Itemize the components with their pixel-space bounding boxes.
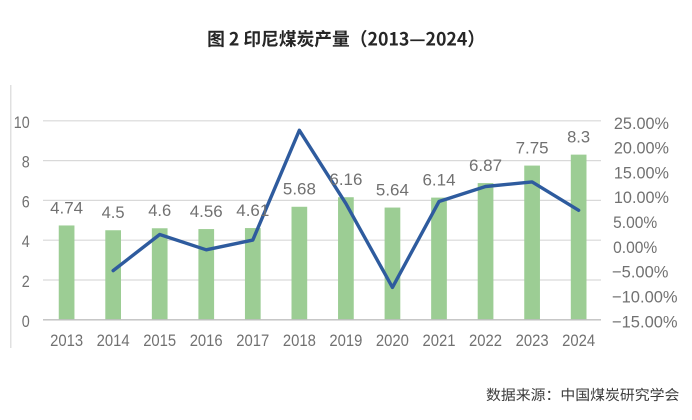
svg-text:2018: 2018: [283, 331, 316, 350]
svg-text:10.00%: 10.00%: [614, 188, 669, 207]
svg-text:2013: 2013: [50, 331, 83, 350]
svg-text:2016: 2016: [190, 331, 223, 350]
svg-text:2014: 2014: [97, 331, 130, 350]
svg-text:2023: 2023: [516, 331, 549, 350]
svg-text:6.14: 6.14: [423, 170, 456, 189]
svg-text:2021: 2021: [423, 331, 456, 350]
svg-text:8: 8: [22, 153, 30, 172]
svg-text:4.61: 4.61: [236, 201, 269, 220]
svg-text:−15.00%: −15.00%: [612, 312, 678, 331]
svg-text:−5.00%: −5.00%: [612, 263, 669, 282]
svg-text:4.74: 4.74: [50, 198, 83, 217]
svg-text:2017: 2017: [236, 331, 269, 350]
svg-text:25.00%: 25.00%: [614, 114, 669, 133]
svg-text:8.3: 8.3: [567, 127, 590, 146]
svg-text:5.00%: 5.00%: [613, 213, 657, 232]
svg-text:2015: 2015: [143, 331, 176, 350]
svg-text:0.00%: 0.00%: [613, 238, 657, 257]
svg-text:4: 4: [22, 232, 30, 251]
svg-text:2019: 2019: [329, 331, 362, 350]
svg-text:−10.00%: −10.00%: [612, 288, 678, 307]
svg-text:4.5: 4.5: [102, 203, 125, 222]
svg-text:20.00%: 20.00%: [614, 139, 669, 158]
svg-text:2024: 2024: [562, 331, 595, 350]
svg-text:6.87: 6.87: [469, 156, 502, 175]
svg-text:7.75: 7.75: [516, 138, 549, 157]
svg-text:5.68: 5.68: [283, 180, 316, 199]
svg-text:6: 6: [22, 192, 30, 211]
svg-text:图 2 印尼煤炭产量（2013—2024）: 图 2 印尼煤炭产量（2013—2024）: [207, 26, 485, 52]
svg-text:10: 10: [14, 113, 30, 132]
svg-text:15.00%: 15.00%: [614, 163, 669, 182]
svg-text:数据来源：中国煤炭研究学会: 数据来源：中国煤炭研究学会: [486, 384, 679, 405]
svg-text:5.64: 5.64: [376, 180, 409, 199]
svg-text:2022: 2022: [469, 331, 502, 350]
svg-text:0: 0: [22, 312, 30, 331]
svg-text:4.6: 4.6: [148, 201, 171, 220]
svg-text:2: 2: [22, 272, 30, 291]
svg-text:4.56: 4.56: [190, 202, 223, 221]
svg-text:6.16: 6.16: [329, 170, 362, 189]
svg-text:2020: 2020: [376, 331, 409, 350]
